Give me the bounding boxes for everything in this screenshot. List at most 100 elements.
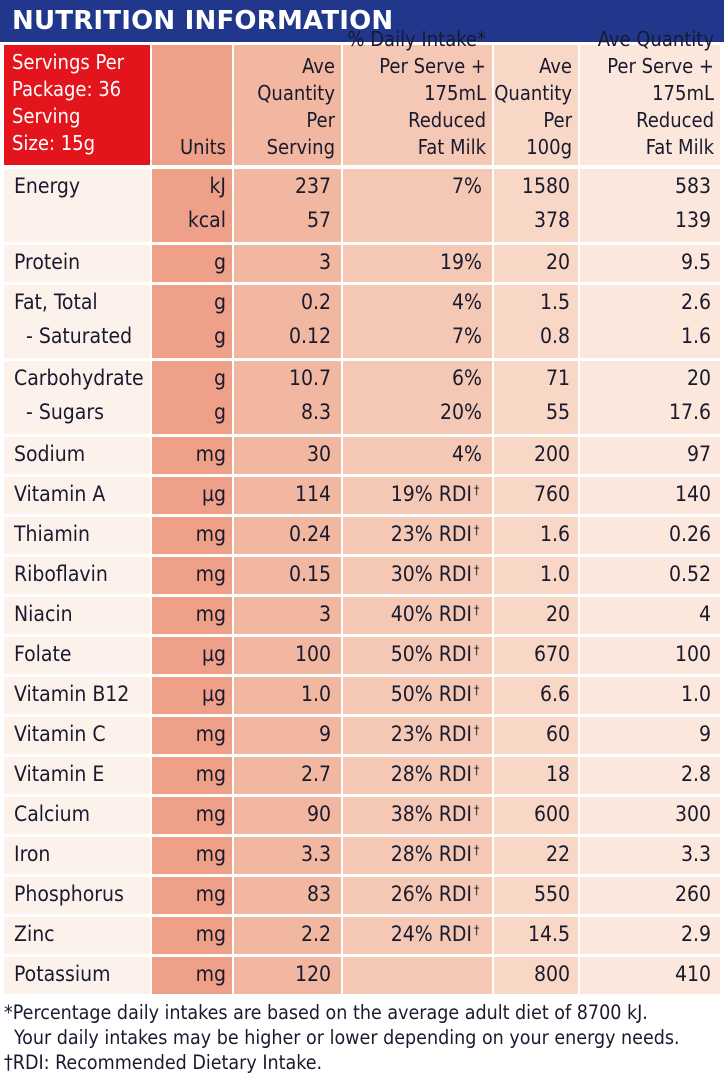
column-background: [4, 797, 150, 834]
column-background: [152, 169, 232, 242]
per-serving-value: 0.2: [300, 290, 331, 314]
unit-value: µg: [201, 682, 226, 706]
unit-value: mg: [195, 962, 226, 986]
nutrient-group: Niacin mg 3 40% RDI † 20 4: [4, 597, 720, 634]
nutrient-name: Zinc: [14, 922, 55, 946]
column-background: [234, 837, 341, 874]
unit-value: µg: [201, 642, 226, 666]
daily-intake-value: 7%: [452, 174, 482, 198]
daily-intake-value: 38% RDI: [390, 802, 472, 826]
daily-intake-value: 19% RDI: [390, 482, 472, 506]
column-background: [494, 677, 578, 714]
column-background: [234, 677, 341, 714]
daily-intake-value: 23% RDI: [390, 522, 472, 546]
table-row: Niacin mg 3 40% RDI † 20 4: [4, 597, 720, 631]
nutrient-group: Vitamin E mg 2.7 28% RDI † 18 2.8: [4, 757, 720, 794]
column-background: [343, 245, 492, 282]
table-body: Energy kJ 237 7% 1580 583 kcal 57 378 139 Protein g…: [4, 169, 720, 994]
footnote-rdi: †RDI: Recommended Dietary Intake.: [4, 1051, 323, 1074]
rdi-dagger-mark: †: [474, 803, 480, 817]
per-serve-milk-value: 140: [674, 482, 711, 506]
table-row: Vitamin E mg 2.7 28% RDI † 18 2.8: [4, 757, 720, 791]
table-row: Calcium mg 90 38% RDI † 600 300: [4, 797, 720, 831]
rdi-dagger-mark: †: [474, 483, 480, 497]
nutrient-name: Fat, Total: [14, 290, 98, 314]
per-100g-header: Ave Quantity Per 100g: [494, 45, 578, 165]
column-background: [234, 245, 341, 282]
column-background: [343, 597, 492, 634]
column-background: [580, 517, 720, 554]
per-serve-milk-header-line: Fat Milk: [645, 135, 714, 159]
column-background: [580, 717, 720, 754]
column-background: [4, 717, 150, 754]
daily-intake-value: 19%: [440, 250, 482, 274]
column-background: [343, 557, 492, 594]
unit-value: g: [214, 250, 226, 274]
column-background: [152, 477, 232, 514]
table-row: - Saturated g 0.12 7% 0.8 1.6: [4, 319, 720, 353]
column-background: [494, 517, 578, 554]
column-background: [152, 637, 232, 674]
unit-value: mg: [195, 922, 226, 946]
daily-intake-value: 6%: [452, 366, 482, 390]
per-serve-milk-value: 9.5: [680, 250, 711, 274]
column-background: [494, 597, 578, 634]
column-background: [234, 797, 341, 834]
table-row: Vitamin A µg 114 19% RDI † 760 140: [4, 477, 720, 511]
footnote-energy-needs: Your daily intakes may be higher or lowe…: [14, 1026, 680, 1049]
nutrient-group: Sodium mg 30 4% 200 97: [4, 437, 720, 474]
column-background: [343, 637, 492, 674]
column-background: [580, 677, 720, 714]
unit-value: µg: [201, 482, 226, 506]
column-background: [494, 877, 578, 914]
per-100g-value: 1.5: [539, 290, 570, 314]
table-row: Vitamin B12 µg 1.0 50% RDI † 6.6 1.0: [4, 677, 720, 711]
per-serve-milk-value: 583: [674, 174, 711, 198]
per-100g-value: 1580: [521, 174, 570, 198]
rdi-dagger-mark: †: [474, 883, 480, 897]
column-background: [234, 917, 341, 954]
footnotes: *Percentage daily intakes are based on t…: [4, 1000, 720, 1075]
panel-title: NUTRITION INFORMATION: [0, 0, 724, 42]
per-100g-value: 378: [533, 208, 570, 232]
table-row: Phosphorus mg 83 26% RDI † 550 260: [4, 877, 720, 911]
column-background: [152, 797, 232, 834]
column-background: [4, 169, 150, 242]
column-background: [580, 757, 720, 794]
column-background: [494, 437, 578, 474]
per-serving-value: 1.0: [300, 682, 331, 706]
per-100g-value: 18: [545, 762, 570, 786]
daily-intake-value: 50% RDI: [390, 642, 472, 666]
column-background: [4, 917, 150, 954]
unit-value: mg: [195, 882, 226, 906]
nutrient-name: Vitamin B12: [14, 682, 130, 706]
column-background: [580, 361, 720, 434]
table-row: Carbohydrate g 10.7 6% 71 20: [4, 361, 720, 395]
unit-value: mg: [195, 602, 226, 626]
per-100g-value: 600: [533, 802, 570, 826]
nutrient-name: Potassium: [14, 962, 111, 986]
per-serve-milk-value: 2.8: [680, 762, 711, 786]
table-row: Potassium mg 120 800 410: [4, 957, 720, 991]
per-100g-value: 71: [545, 366, 570, 390]
nutrient-name: - Sugars: [26, 400, 104, 424]
nutrient-group: Carbohydrate g 10.7 6% 71 20 - Sugars g 8.3 20% 55…: [4, 361, 720, 434]
per-serve-milk-value: 3.3: [680, 842, 711, 866]
nutrient-name: Vitamin E: [14, 762, 105, 786]
per-serve-milk-value: 300: [674, 802, 711, 826]
column-background: [494, 837, 578, 874]
column-background: [234, 637, 341, 674]
nutrient-group: Fat, Total g 0.2 4% 1.5 2.6 - Saturated g 0.12 7%…: [4, 285, 720, 358]
per-100g-header-line: Per 100g: [526, 108, 572, 159]
unit-value: g: [214, 400, 226, 424]
daily-intake-value: 40% RDI: [390, 602, 472, 626]
table-row: Folate µg 100 50% RDI † 670 100: [4, 637, 720, 671]
column-background: [494, 757, 578, 794]
unit-value: mg: [195, 762, 226, 786]
unit-value: mg: [195, 842, 226, 866]
column-background: [343, 917, 492, 954]
column-background: [343, 477, 492, 514]
footnote-daily-intake: *Percentage daily intakes are based on t…: [4, 1001, 648, 1024]
per-100g-value: 800: [533, 962, 570, 986]
column-background: [580, 637, 720, 674]
